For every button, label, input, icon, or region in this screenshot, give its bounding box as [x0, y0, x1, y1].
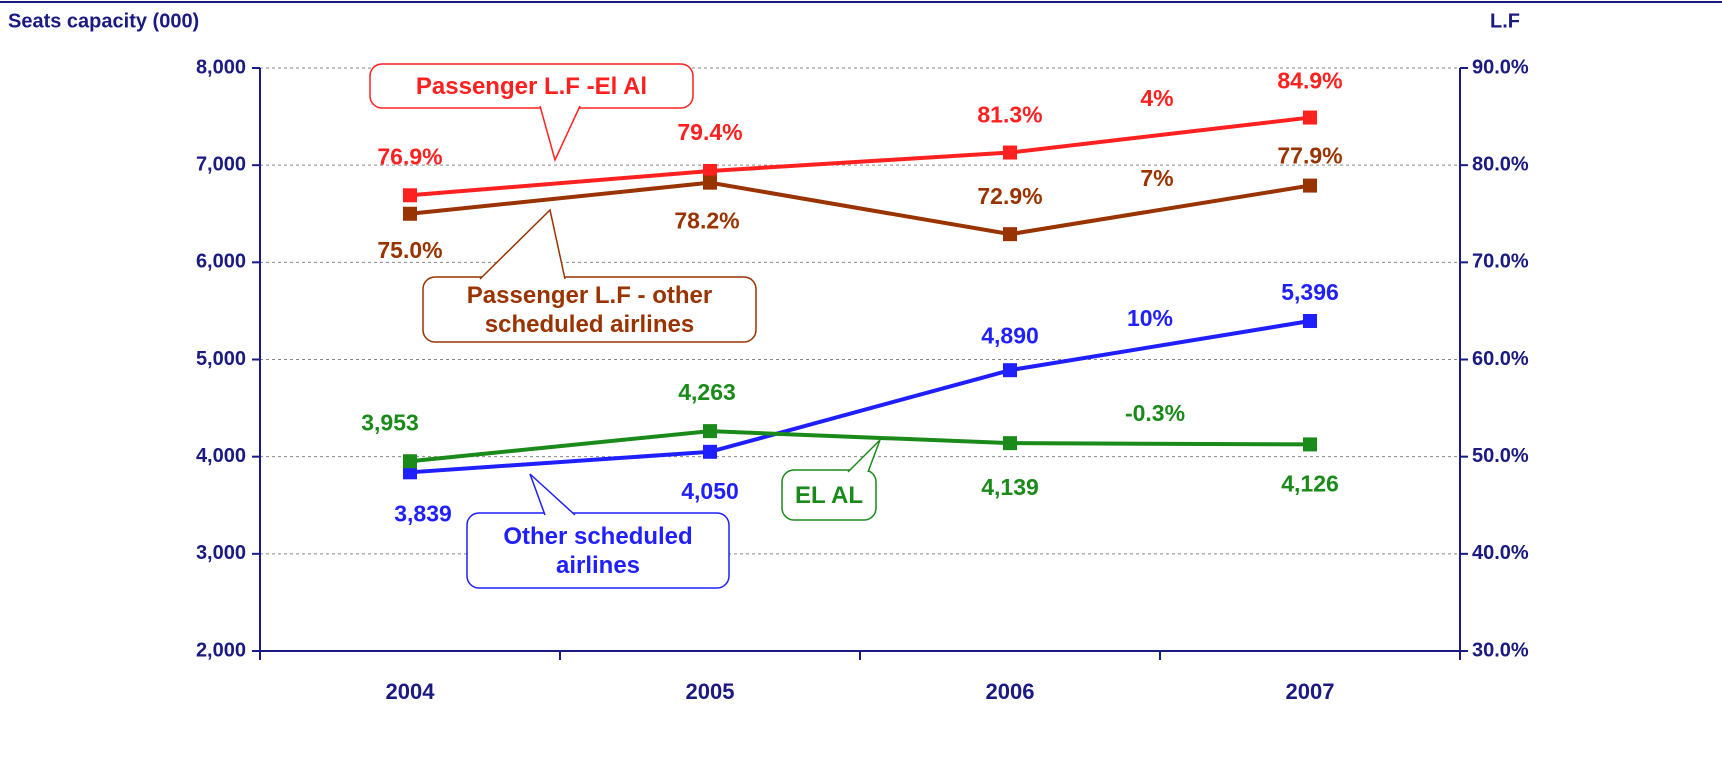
y2-tick-label: 60.0%: [1472, 348, 1529, 370]
point-marker: [403, 188, 417, 203]
y-tick-label: 2,000: [196, 639, 246, 661]
data-label: 3,953: [361, 409, 419, 435]
data-label: 72.9%: [977, 183, 1042, 209]
point-marker: [1303, 178, 1317, 193]
y2-axis-title: L.F: [1490, 10, 1520, 32]
data-label: 4,050: [681, 478, 739, 504]
data-label: 79.4%: [677, 119, 742, 145]
callout-pointer: [539, 105, 581, 163]
data-label: 76.9%: [377, 143, 442, 169]
point-marker: [403, 465, 417, 480]
data-label: 4,126: [1281, 471, 1339, 497]
series-callout: Passenger L.F - other scheduled airlines: [466, 281, 713, 338]
data-label: 4,890: [981, 322, 1039, 348]
data-label: 5,396: [1281, 279, 1339, 305]
point-marker: [1003, 145, 1017, 160]
y-tick-label: 8,000: [196, 56, 246, 78]
data-label: 84.9%: [1277, 68, 1342, 94]
growth-annotation: 10%: [1127, 305, 1173, 331]
growth-annotation: -0.3%: [1125, 400, 1185, 426]
series-callout: EL AL: [794, 481, 863, 509]
point-marker: [703, 424, 717, 439]
series-line: [409, 180, 1311, 237]
y-tick-label: 5,000: [196, 348, 246, 370]
callout-box: [466, 512, 730, 589]
point-marker: [403, 454, 417, 469]
data-label: 75.0%: [377, 237, 442, 263]
y-tick-label: 4,000: [196, 445, 246, 467]
data-label: 81.3%: [977, 102, 1042, 128]
point-marker: [703, 175, 717, 190]
callout-pointer: [479, 208, 566, 280]
point-marker: [1303, 314, 1317, 329]
callout-box: [369, 63, 694, 109]
series-callout: Other scheduled airlines: [503, 522, 693, 579]
callout-box: [781, 469, 877, 521]
point-marker: [403, 206, 417, 221]
x-tick-label: 2005: [686, 679, 735, 704]
data-label: 77.9%: [1277, 143, 1342, 169]
series-line: [409, 429, 1311, 464]
callout-box: [422, 276, 757, 343]
point-marker: [1003, 363, 1017, 378]
point-marker: [1003, 436, 1017, 451]
y-tick-label: 6,000: [196, 251, 246, 273]
x-tick-label: 2007: [1286, 679, 1335, 704]
growth-annotation: 7%: [1140, 165, 1173, 191]
growth-annotation: 4%: [1140, 85, 1173, 111]
x-tick-label: 2006: [986, 679, 1035, 704]
point-marker: [703, 163, 717, 178]
series-line: [409, 115, 1311, 198]
data-label: 3,839: [394, 500, 452, 526]
y2-tick-label: 80.0%: [1472, 153, 1529, 175]
y2-tick-label: 50.0%: [1472, 445, 1529, 467]
point-marker: [1303, 437, 1317, 452]
y2-tick-label: 70.0%: [1472, 251, 1529, 273]
y-tick-label: 3,000: [196, 542, 246, 564]
point-marker: [703, 444, 717, 459]
data-label: 4,139: [981, 474, 1039, 500]
data-label: 78.2%: [674, 208, 739, 234]
y-axis-title: Seats capacity (000): [8, 10, 199, 32]
y-tick-label: 7,000: [196, 153, 246, 175]
series-callout: Passenger L.F -El Al: [415, 72, 648, 100]
y2-tick-label: 30.0%: [1472, 639, 1529, 661]
point-marker: [1303, 110, 1317, 125]
y2-tick-label: 90.0%: [1472, 56, 1529, 78]
callout-pointer: [529, 473, 576, 516]
point-marker: [1003, 227, 1017, 242]
x-tick-label: 2004: [386, 679, 436, 704]
data-label: 4,263: [678, 379, 736, 405]
callout-pointer: [847, 439, 881, 473]
y2-tick-label: 40.0%: [1472, 542, 1529, 564]
series-line: [409, 319, 1311, 475]
